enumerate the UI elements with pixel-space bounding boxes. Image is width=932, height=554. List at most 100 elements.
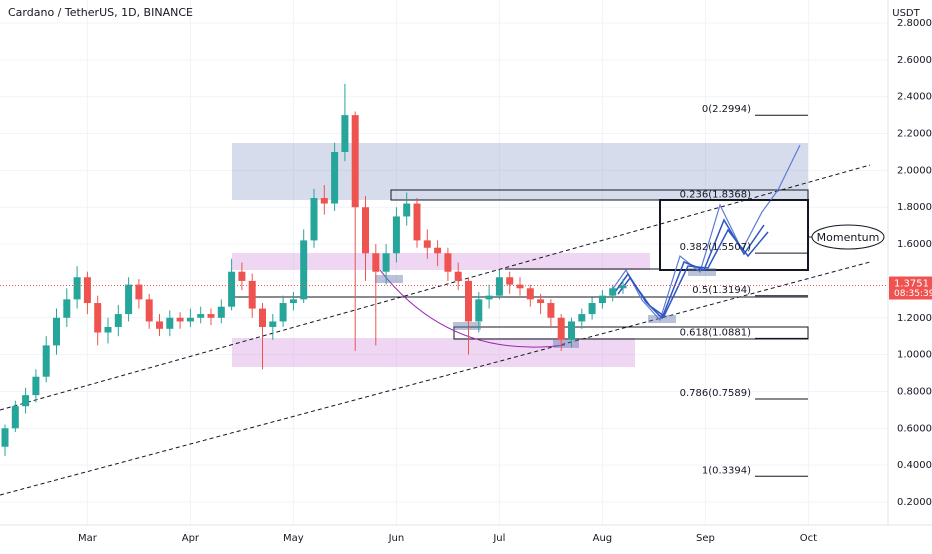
last-price-box	[889, 276, 932, 300]
y-tick-label: 0.4000	[897, 460, 932, 471]
candle-body	[1, 428, 9, 447]
candle-body	[609, 288, 617, 296]
candle-body	[506, 277, 514, 285]
highlight	[453, 322, 481, 330]
y-tick-label: 1.0000	[897, 350, 932, 361]
x-tick-label: May	[283, 533, 304, 544]
curve	[379, 269, 566, 348]
candle-body	[495, 277, 503, 296]
annotation: Momentum	[817, 231, 880, 244]
candle-body	[568, 321, 575, 340]
candle-body	[403, 203, 411, 217]
candle-body	[362, 207, 369, 254]
y-tick-label: 0.6000	[897, 423, 932, 434]
candle-body	[578, 314, 586, 322]
candle-body	[547, 303, 555, 318]
candle-body	[279, 303, 287, 322]
trendline	[0, 261, 871, 496]
candle-body	[22, 395, 30, 407]
candle-body	[145, 299, 153, 322]
candle-body	[351, 115, 359, 208]
candle-body	[186, 317, 194, 322]
projection	[611, 144, 801, 322]
candle-body	[156, 321, 163, 329]
y-tick-label: 1.2000	[897, 313, 932, 324]
y-tick-label: 1.8000	[897, 202, 932, 213]
candle-body	[423, 240, 431, 248]
fib-label: 0.236(1.8368)	[680, 189, 752, 200]
projection	[617, 228, 769, 318]
fib-label: 0.382(1.5507)	[680, 242, 752, 253]
highlight	[553, 340, 579, 348]
box	[390, 189, 809, 201]
candle-body	[125, 284, 133, 315]
candle-body	[104, 326, 112, 333]
fib-label: 0.786(0.7589)	[680, 388, 752, 399]
candle-body	[176, 317, 184, 322]
candle-body	[454, 271, 462, 281]
fib-label: 0(2.2994)	[702, 104, 751, 115]
pink-zone	[232, 253, 650, 270]
x-tick-label: Jun	[388, 533, 405, 544]
candle-body	[485, 295, 493, 300]
candle-body	[63, 299, 71, 318]
candle-body	[228, 271, 236, 307]
candle-body	[320, 198, 328, 204]
candle-body	[207, 314, 215, 318]
candle-body	[114, 314, 122, 327]
candle-body	[135, 284, 143, 300]
candle-body	[372, 253, 380, 272]
last-price-label: 1.3751	[894, 279, 929, 290]
candle-body	[475, 299, 483, 322]
y-tick-label: 0.8000	[897, 386, 932, 397]
x-tick-label: Apr	[182, 533, 200, 544]
candle-body	[73, 277, 81, 300]
candle-body	[444, 253, 452, 272]
box	[659, 199, 809, 271]
fib-label: 0.618(1.0881)	[680, 327, 752, 338]
pink-zone	[232, 338, 635, 367]
x-tick-label: Jul	[492, 533, 505, 544]
y-tick-label: 1.6000	[897, 239, 932, 250]
candle-body	[392, 216, 400, 254]
candle-body	[248, 280, 256, 309]
x-tick-label: Oct	[800, 533, 817, 544]
y-tick-label: 2.2000	[897, 129, 932, 140]
candle-body	[516, 284, 524, 289]
box	[453, 326, 809, 340]
candle-body	[300, 240, 308, 300]
candle-body	[53, 317, 60, 346]
y-tick-label: 2.8000	[897, 18, 932, 29]
y-tick-label: 2.0000	[897, 165, 932, 176]
y-tick-label: 2.6000	[897, 55, 932, 66]
fib-label: 1(0.3394)	[702, 465, 751, 476]
candle-body	[413, 203, 421, 241]
candle-body	[166, 317, 174, 329]
countdown-label: 08:35:39	[894, 289, 932, 299]
drawings: Momentum	[0, 143, 885, 496]
x-tick-label: Sep	[696, 533, 715, 544]
chart-title: Cardano / TetherUS, 1D, BINANCE	[8, 6, 193, 19]
highlight	[375, 275, 403, 283]
x-tick-label: Aug	[593, 533, 613, 544]
candle-body	[83, 277, 91, 304]
candle-body	[526, 288, 534, 300]
highlight	[688, 268, 716, 276]
candle-body	[588, 303, 596, 315]
candle-body	[269, 321, 277, 327]
candle-body	[197, 314, 205, 318]
axis-unit: USDT	[892, 8, 920, 19]
candle-body	[465, 280, 472, 322]
y-tick-label: 0.2000	[897, 497, 932, 508]
candle-body	[217, 306, 225, 318]
candle-body	[598, 295, 606, 304]
x-tick-label: Mar	[78, 533, 98, 544]
candle-body	[557, 317, 565, 340]
candle-body	[382, 253, 390, 272]
candle-body	[11, 406, 19, 429]
trendline	[0, 164, 871, 411]
candle-body	[32, 376, 40, 396]
candle-body	[331, 151, 339, 204]
candle-body	[259, 308, 266, 327]
y-tick-label: 2.4000	[897, 92, 932, 103]
